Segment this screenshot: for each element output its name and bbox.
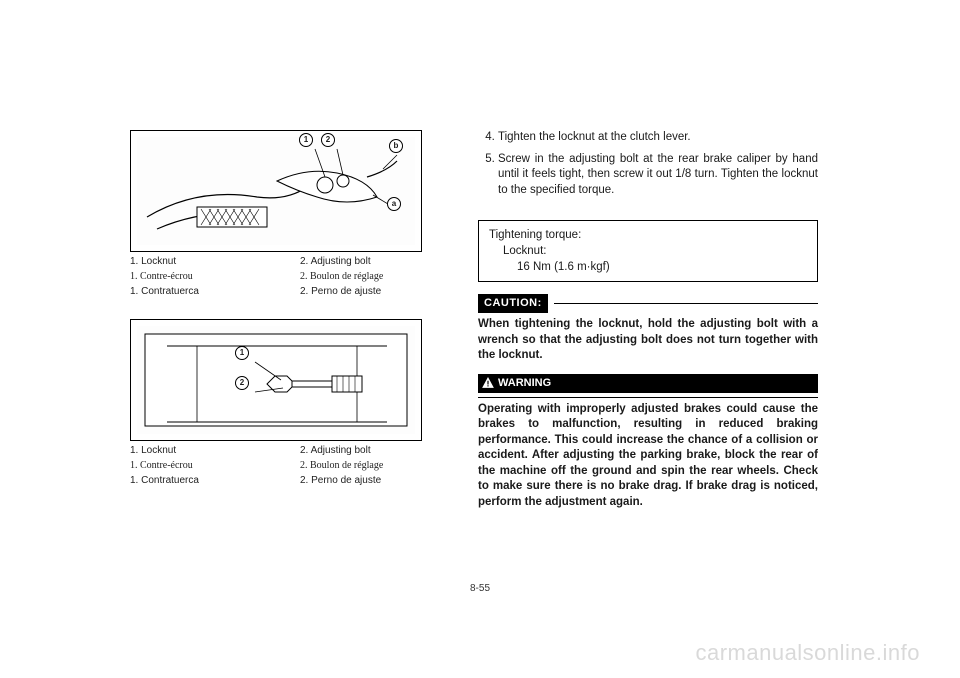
instruction-4: Tighten the locknut at the clutch lever. bbox=[498, 130, 818, 146]
figure-1-legend-es: 1. Contratuerca 2. Perno de ajuste bbox=[130, 286, 440, 297]
instruction-5: Screw in the adjusting bolt at the rear … bbox=[498, 152, 818, 199]
left-column: 1 2 a b 1. Locknut 2. Adjusting bolt 1. … bbox=[130, 130, 440, 520]
torque-value: 16 Nm (1.6 m·kgf) bbox=[489, 259, 807, 275]
instruction-list: Tighten the locknut at the clutch lever.… bbox=[478, 130, 818, 204]
figure-2: 1 2 1. Locknut 2. Adjusting bolt 1. Cont… bbox=[130, 319, 440, 486]
figure-1-frame: 1 2 a b bbox=[130, 130, 422, 252]
warning-icon bbox=[482, 377, 494, 389]
callout-2b: 2 bbox=[235, 376, 249, 390]
page-number: 8-55 bbox=[470, 583, 490, 594]
callout-b: b bbox=[389, 139, 403, 153]
figure-2-legend-fr: 1. Contre-écrou 2. Boulon de réglage bbox=[130, 460, 440, 471]
caution-label: CAUTION: bbox=[478, 294, 548, 313]
torque-spec-box: Tightening torque: Locknut: 16 Nm (1.6 m… bbox=[478, 220, 818, 282]
torque-item: Locknut: bbox=[489, 243, 807, 259]
figure-2-illustration bbox=[137, 326, 415, 434]
figure-2-frame: 1 2 bbox=[130, 319, 422, 441]
callout-1b: 1 bbox=[235, 346, 249, 360]
figure-1: 1 2 a b 1. Locknut 2. Adjusting bolt 1. … bbox=[130, 130, 440, 297]
figure-1-illustration bbox=[137, 137, 415, 245]
warning-label: WARNING bbox=[478, 374, 818, 393]
caution-text: When tightening the locknut, hold the ad… bbox=[478, 317, 818, 364]
callout-2: 2 bbox=[321, 133, 335, 147]
figure-2-legend-es: 1. Contratuerca 2. Perno de ajuste bbox=[130, 475, 440, 486]
figure-1-legend-en: 1. Locknut 2. Adjusting bolt bbox=[130, 256, 440, 267]
figure-2-legend-en: 1. Locknut 2. Adjusting bolt bbox=[130, 445, 440, 456]
warning-rule bbox=[478, 397, 818, 398]
figure-1-legend-fr: 1. Contre-écrou 2. Boulon de réglage bbox=[130, 271, 440, 282]
warning-label-text: WARNING bbox=[498, 376, 551, 391]
callout-a: a bbox=[387, 197, 401, 211]
warning-text: Operating with improperly adjusted brake… bbox=[478, 402, 818, 511]
watermark: carmanualsonline.info bbox=[695, 640, 920, 666]
content: 1 2 a b 1. Locknut 2. Adjusting bolt 1. … bbox=[130, 130, 830, 520]
callout-1: 1 bbox=[299, 133, 313, 147]
caution-heading: CAUTION: bbox=[478, 294, 818, 313]
right-column: Tighten the locknut at the clutch lever.… bbox=[478, 130, 818, 520]
page: 1 2 a b 1. Locknut 2. Adjusting bolt 1. … bbox=[0, 0, 960, 678]
caution-rule bbox=[554, 303, 818, 304]
torque-title: Tightening torque: bbox=[489, 227, 807, 243]
